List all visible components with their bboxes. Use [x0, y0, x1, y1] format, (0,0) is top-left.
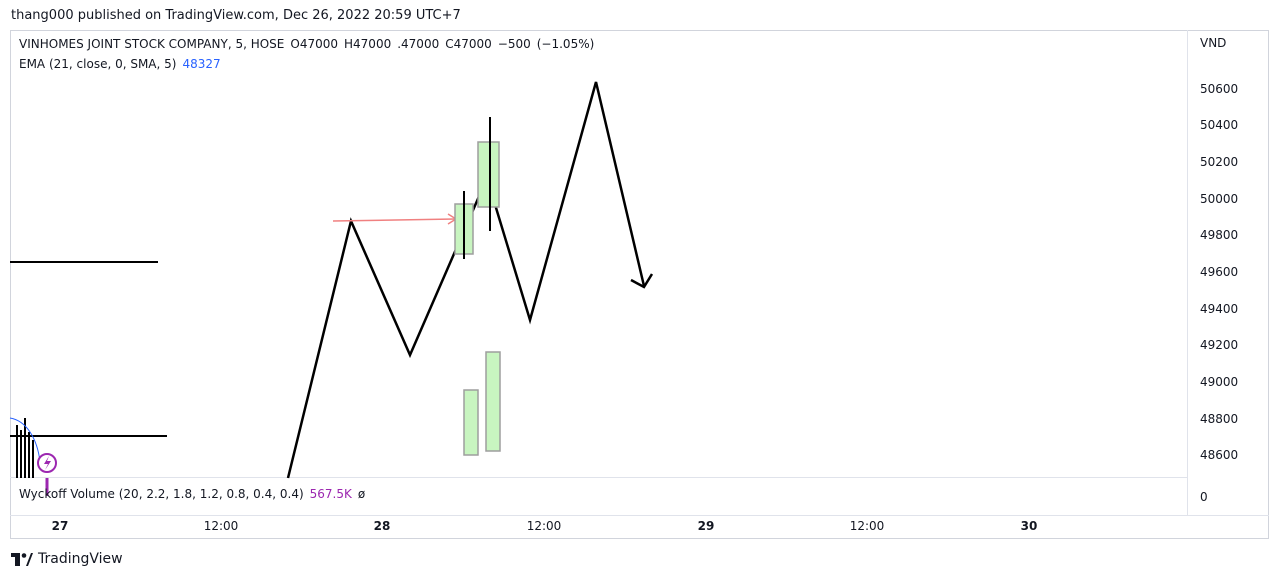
ema-legend[interactable]: EMA (21, close, 0, SMA, 5) 48327	[19, 57, 221, 71]
open-value: O47000	[290, 37, 339, 51]
red-arrow	[332, 218, 456, 222]
price-tick: 48600	[1200, 448, 1239, 462]
chart-frame[interactable]	[10, 30, 1269, 539]
time-tick: 29	[697, 519, 715, 533]
wyckoff-label[interactable]: Wyckoff Volume (20, 2.2, 1.8, 1.2, 0.8, …	[19, 487, 304, 501]
time-tick: 30	[1020, 519, 1038, 533]
arrow-head	[630, 273, 654, 289]
green-box-4	[485, 351, 501, 452]
close-value: C47000	[445, 37, 492, 51]
ema-line	[9, 417, 41, 463]
currency-label[interactable]: VND	[1200, 36, 1227, 50]
price-axis-separator	[1187, 30, 1188, 515]
green-box-2	[477, 141, 500, 208]
time-tick: 27	[51, 519, 69, 533]
time-tick: 28	[373, 519, 391, 533]
candle-cluster	[16, 418, 34, 478]
time-tick: 12:00	[849, 519, 885, 533]
high-value: H47000	[344, 37, 392, 51]
price-tick: 48800	[1200, 412, 1239, 426]
price-tick: 50400	[1200, 118, 1239, 132]
price-tick: 49200	[1200, 338, 1239, 352]
alert-icon	[37, 453, 57, 473]
change-percent: (−1.05%)	[536, 37, 595, 51]
wyckoff-legend[interactable]: Wyckoff Volume (20, 2.2, 1.8, 1.2, 0.8, …	[19, 487, 365, 501]
wyckoff-value: 567.5K	[309, 487, 352, 501]
symbol-legend[interactable]: VINHOMES JOINT STOCK COMPANY, 5, HOSE O47…	[19, 37, 600, 51]
ema-label[interactable]: EMA (21, close, 0, SMA, 5)	[19, 57, 177, 71]
wyckoff-extra: ø	[357, 487, 366, 501]
price-tick: 49800	[1200, 228, 1239, 242]
time-axis-separator	[10, 515, 1269, 516]
tradingview-icon	[11, 552, 33, 566]
volume-pane-separator[interactable]	[10, 477, 1187, 478]
low-value: .47000	[397, 37, 440, 51]
green-box-3	[463, 389, 479, 456]
symbol-name[interactable]: VINHOMES JOINT STOCK COMPANY, 5, HOSE	[19, 37, 285, 51]
price-tick: 49400	[1200, 302, 1239, 316]
volume-axis-zero: 0	[1200, 490, 1208, 504]
price-tick: 50200	[1200, 155, 1239, 169]
price-tick: 50000	[1200, 192, 1239, 206]
publish-info: thang000 published on TradingView.com, D…	[11, 8, 461, 23]
tradingview-logo[interactable]: TradingView	[11, 551, 123, 567]
time-tick: 12:00	[526, 519, 562, 533]
time-tick: 12:00	[203, 519, 239, 533]
tradingview-brand: TradingView	[38, 551, 123, 567]
price-tick: 49600	[1200, 265, 1239, 279]
price-tick: 50600	[1200, 82, 1239, 96]
ema-value: 48327	[182, 57, 221, 71]
price-tick: 49000	[1200, 375, 1239, 389]
change-value: −500	[497, 37, 531, 51]
